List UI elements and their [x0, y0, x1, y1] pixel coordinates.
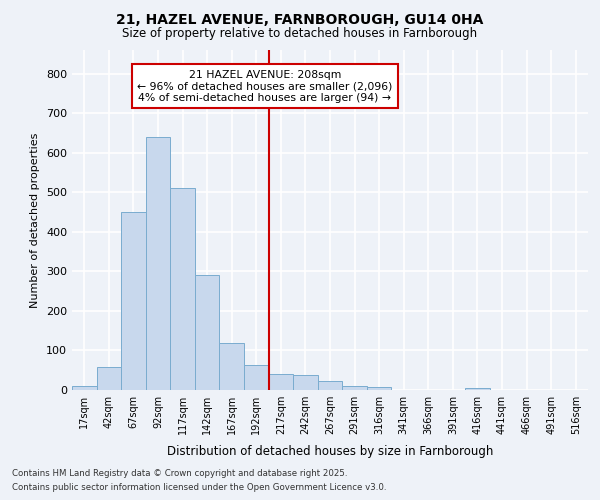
Text: Size of property relative to detached houses in Farnborough: Size of property relative to detached ho…	[122, 28, 478, 40]
Text: 21, HAZEL AVENUE, FARNBOROUGH, GU14 0HA: 21, HAZEL AVENUE, FARNBOROUGH, GU14 0HA	[116, 12, 484, 26]
Bar	[220, 342, 244, 390]
Bar	[318, 382, 342, 390]
Bar	[195, 276, 220, 390]
Bar	[170, 188, 195, 390]
Bar	[293, 376, 318, 390]
Bar	[72, 386, 97, 390]
Bar	[269, 374, 293, 390]
Y-axis label: Number of detached properties: Number of detached properties	[31, 132, 40, 308]
Text: Contains HM Land Registry data © Crown copyright and database right 2025.: Contains HM Land Registry data © Crown c…	[12, 468, 347, 477]
Bar	[244, 365, 269, 390]
Bar	[465, 388, 490, 390]
Bar	[121, 212, 146, 390]
Bar	[97, 368, 121, 390]
Bar	[367, 387, 391, 390]
X-axis label: Distribution of detached houses by size in Farnborough: Distribution of detached houses by size …	[167, 446, 493, 458]
Bar	[146, 137, 170, 390]
Text: 21 HAZEL AVENUE: 208sqm
← 96% of detached houses are smaller (2,096)
4% of semi-: 21 HAZEL AVENUE: 208sqm ← 96% of detache…	[137, 70, 392, 103]
Bar	[342, 386, 367, 390]
Text: Contains public sector information licensed under the Open Government Licence v3: Contains public sector information licen…	[12, 484, 386, 492]
